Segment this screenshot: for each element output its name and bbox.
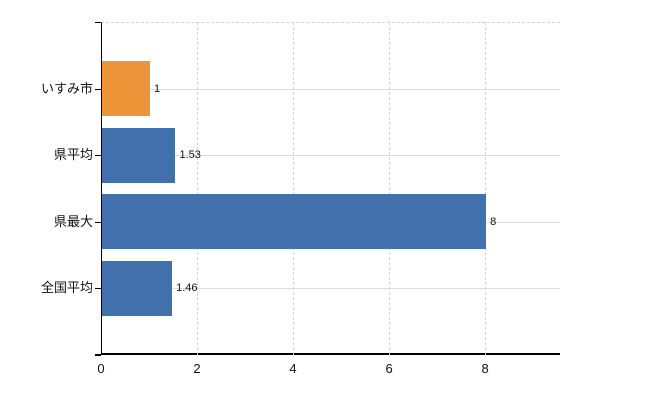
bar-value-label: 8: [490, 215, 497, 228]
x-gridline: [197, 22, 199, 355]
bar: [102, 127, 176, 183]
axis-tick: [95, 88, 101, 90]
y-gridline: [102, 288, 560, 290]
category-label: 全国平均: [40, 280, 93, 296]
x-tick-label: 0: [97, 361, 105, 376]
bar-value-label: 1: [154, 82, 161, 95]
axis-tick: [95, 288, 101, 290]
y-gridline: [102, 88, 560, 90]
x-gridline: [293, 22, 295, 355]
x-gridline: [389, 22, 391, 355]
category-label: 県最大: [53, 213, 93, 229]
bar-value-label: 1.53: [179, 149, 201, 162]
x-tick-label: 6: [385, 361, 393, 376]
bar: [102, 260, 173, 316]
x-gridline: [485, 22, 487, 355]
axis-tick: [95, 22, 101, 23]
axis-tick: [95, 155, 101, 157]
x-tick-label: 2: [193, 361, 201, 376]
y-gridline: [102, 155, 560, 157]
bar: [102, 61, 150, 117]
category-label: 県平均: [53, 147, 93, 163]
axis-tick: [95, 354, 101, 356]
category-label: いすみ市: [40, 80, 93, 96]
plot-area: [101, 22, 560, 355]
bar-value-label: 1.46: [176, 282, 198, 295]
axis-tick: [95, 221, 101, 223]
x-tick-label: 4: [289, 361, 297, 376]
bar: [102, 194, 487, 250]
x-tick-label: 8: [481, 361, 489, 376]
